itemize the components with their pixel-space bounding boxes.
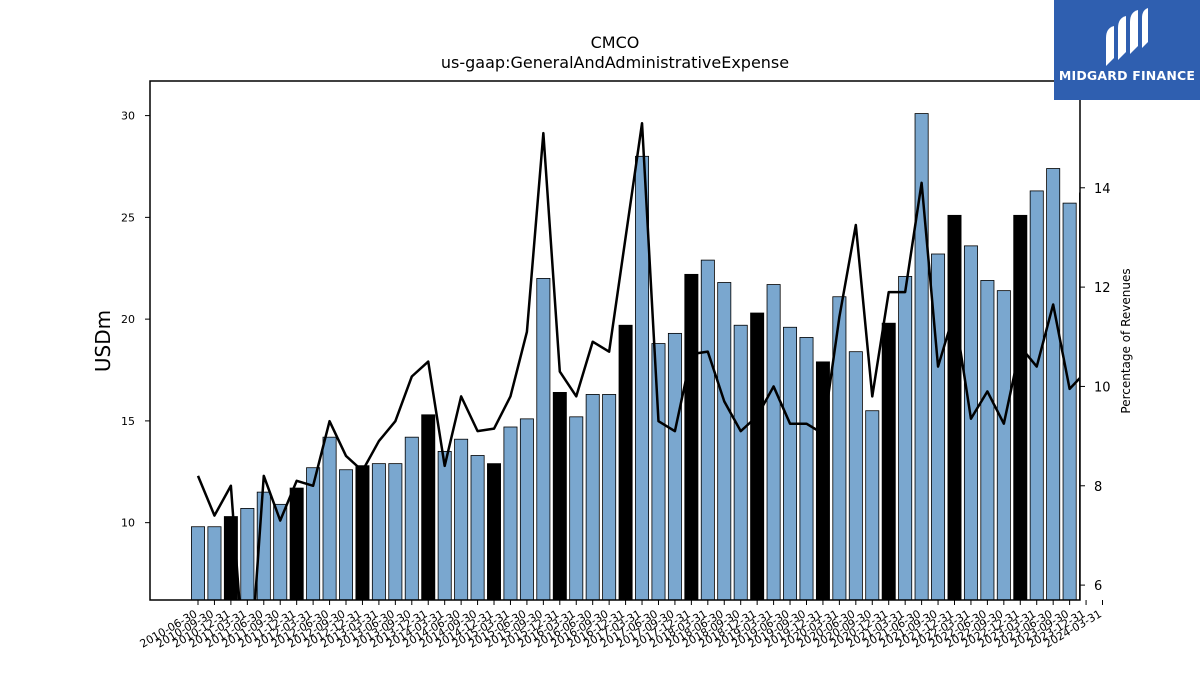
bar-2019-06-30 bbox=[783, 326, 798, 600]
y2-tick-label: 10 bbox=[1094, 380, 1111, 395]
bar-2021-03-31 bbox=[898, 275, 913, 600]
plot-frame bbox=[149, 80, 1081, 601]
bar-2014-09-30 bbox=[470, 455, 485, 600]
y-tick-label: 30 bbox=[121, 110, 135, 123]
bar-2016-12-31 bbox=[618, 324, 633, 600]
bar-2010-09-30 bbox=[207, 526, 222, 600]
bar-2011-09-30 bbox=[273, 503, 288, 600]
axes-layer: 1015202530681012142010-06-302010-09-3020… bbox=[121, 80, 1111, 651]
midgard-logo-icon bbox=[1106, 8, 1148, 66]
bar-2013-12-31 bbox=[421, 414, 436, 600]
bar-2020-03-31 bbox=[832, 296, 847, 600]
chart-title: CMCO bbox=[591, 33, 640, 52]
bar-2012-06-30 bbox=[322, 436, 337, 600]
bar-2016-03-31 bbox=[569, 416, 584, 600]
y2-tick-label: 8 bbox=[1094, 480, 1102, 495]
bar-2023-03-31 bbox=[1029, 190, 1044, 600]
bar-2022-09-30 bbox=[996, 290, 1011, 600]
y2-tick-label: 14 bbox=[1094, 182, 1111, 197]
chart-subtitle: us-gaap:GeneralAndAdministrativeExpense bbox=[441, 53, 789, 72]
line-layer bbox=[196, 121, 1080, 600]
bar-2015-12-31 bbox=[552, 391, 567, 600]
bar-2013-06-30 bbox=[388, 463, 403, 600]
bar-2017-09-30 bbox=[667, 332, 682, 600]
bar-2020-06-30 bbox=[848, 351, 863, 600]
y2-axis-label: Percentage of Revenues bbox=[1119, 268, 1133, 413]
brand-name: MIDGARD FINANCE bbox=[1058, 68, 1196, 83]
bar-2017-03-31 bbox=[635, 155, 650, 600]
bar-2018-09-30 bbox=[733, 324, 748, 600]
y-tick-label: 25 bbox=[121, 211, 135, 224]
bar-2019-12-31 bbox=[815, 361, 830, 600]
bar-2018-12-31 bbox=[750, 312, 765, 600]
bar-2023-09-30 bbox=[1062, 202, 1077, 600]
y-tick-label: 15 bbox=[121, 415, 135, 428]
bar-2023-12-31 bbox=[1079, 192, 1080, 600]
bar-2021-12-31 bbox=[947, 214, 962, 600]
bar-2013-03-31 bbox=[371, 463, 386, 600]
line-series-percentage bbox=[196, 121, 1080, 600]
brand-logo-box: MIDGARD FINANCE bbox=[1054, 0, 1200, 100]
bar-2018-06-30 bbox=[717, 282, 732, 600]
bars-layer bbox=[191, 113, 1080, 600]
bar-2013-09-30 bbox=[404, 436, 419, 600]
bar-2012-09-30 bbox=[339, 469, 353, 600]
bar-2015-06-30 bbox=[519, 418, 534, 600]
bar-2011-03-31 bbox=[240, 508, 255, 600]
bar-2019-03-31 bbox=[766, 284, 781, 600]
bar-2018-03-31 bbox=[700, 259, 715, 600]
bar-2016-09-30 bbox=[602, 394, 617, 600]
bar-2020-12-31 bbox=[881, 322, 896, 600]
y-tick-label: 20 bbox=[121, 313, 135, 326]
bar-2012-03-31 bbox=[306, 467, 321, 600]
bar-2022-12-31 bbox=[1013, 214, 1028, 600]
bar-2010-06-30 bbox=[191, 526, 205, 600]
bar-2019-09-30 bbox=[799, 337, 814, 600]
bar-2014-06-30 bbox=[454, 438, 469, 600]
bar-2015-09-30 bbox=[536, 278, 551, 600]
bar-2022-03-31 bbox=[963, 245, 978, 600]
bar-2022-06-30 bbox=[980, 280, 995, 600]
bar-2015-03-31 bbox=[503, 426, 518, 600]
y2-tick-label: 6 bbox=[1094, 579, 1102, 594]
bar-2012-12-31 bbox=[355, 465, 370, 600]
bar-2014-03-31 bbox=[437, 451, 452, 600]
y-tick-label: 10 bbox=[121, 517, 135, 530]
y-axis-label: USDm bbox=[91, 310, 115, 372]
y2-tick-label: 12 bbox=[1094, 281, 1111, 296]
bar-2014-12-31 bbox=[487, 463, 502, 600]
bar-2016-06-30 bbox=[585, 394, 600, 600]
bar-2011-12-31 bbox=[289, 487, 304, 600]
bar-2017-06-30 bbox=[651, 343, 666, 600]
bar-2017-12-31 bbox=[684, 273, 699, 600]
bar-2023-06-30 bbox=[1046, 168, 1061, 600]
bar-2021-06-30 bbox=[914, 113, 929, 600]
bar-2020-09-30 bbox=[865, 410, 880, 600]
